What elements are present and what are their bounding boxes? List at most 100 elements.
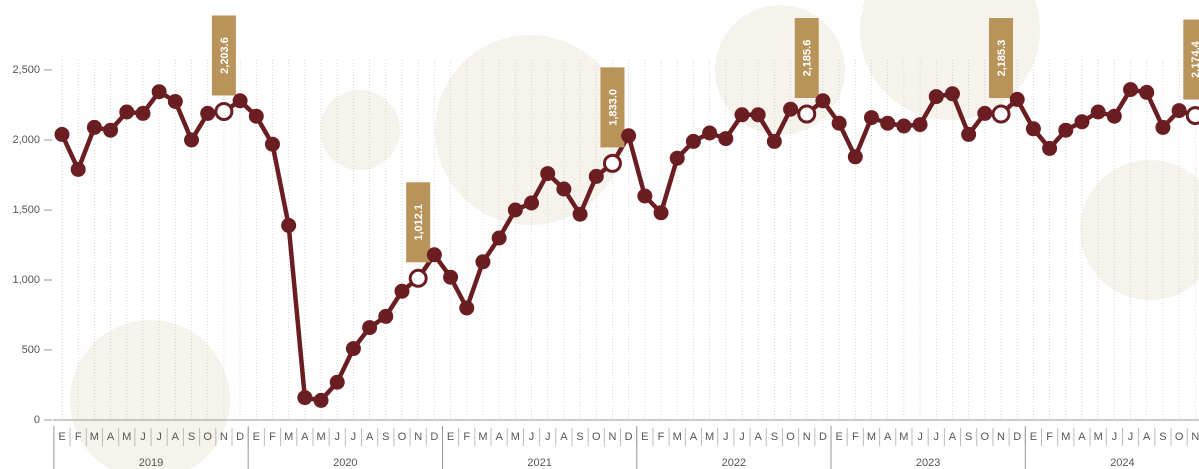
value-label-text: 2,174.4: [1190, 40, 1199, 78]
data-point: [866, 112, 878, 124]
data-point: [1157, 121, 1169, 133]
data-point: [1011, 93, 1023, 105]
x-tick-label: M: [899, 431, 908, 443]
x-tick-label: F: [1046, 431, 1053, 443]
x-tick-label: A: [172, 431, 180, 443]
x-tick-label: F: [852, 431, 859, 443]
data-point: [687, 135, 699, 147]
data-point: [121, 106, 133, 118]
x-tick-label: D: [1013, 431, 1021, 443]
data-point: [604, 155, 620, 171]
x-tick-label: S: [382, 431, 389, 443]
data-point: [56, 128, 68, 140]
year-label: 2023: [916, 457, 940, 469]
year-label: 2019: [139, 457, 163, 469]
x-tick-label: E: [835, 431, 842, 443]
data-point: [799, 106, 815, 122]
x-tick-label: N: [414, 431, 422, 443]
x-tick-label: D: [236, 431, 244, 443]
x-tick-label: S: [771, 431, 778, 443]
y-tick-label: 0: [34, 414, 40, 426]
data-point: [1108, 110, 1120, 122]
x-tick-label: A: [366, 431, 374, 443]
data-point: [250, 110, 262, 122]
x-tick-label: O: [592, 431, 601, 443]
value-label-text: 2,203.6: [219, 37, 231, 74]
data-point: [785, 103, 797, 115]
x-tick-label: A: [690, 431, 698, 443]
data-point: [299, 392, 311, 404]
data-point: [1187, 108, 1199, 124]
x-tick-label: E: [641, 431, 648, 443]
x-tick-label: M: [867, 431, 876, 443]
data-point: [1092, 106, 1104, 118]
value-label: 2,174.4: [1183, 20, 1199, 100]
x-tick-label: A: [949, 431, 957, 443]
x-tick-label: E: [1030, 431, 1037, 443]
data-point: [493, 232, 505, 244]
y-tick-label: 1,000: [12, 274, 40, 286]
x-tick-label: M: [316, 431, 325, 443]
x-tick-label: M: [511, 431, 520, 443]
data-point: [574, 208, 586, 220]
data-point: [315, 394, 327, 406]
y-tick-label: 500: [22, 344, 40, 356]
x-tick-label: F: [75, 431, 82, 443]
x-tick-label: F: [269, 431, 276, 443]
data-point: [364, 322, 376, 334]
x-tick-label: A: [107, 431, 115, 443]
value-label: 2,185.6: [795, 18, 819, 98]
data-point: [720, 133, 732, 145]
x-tick-label: M: [1061, 431, 1070, 443]
data-point: [817, 95, 829, 107]
data-point: [946, 88, 958, 100]
data-point: [768, 135, 780, 147]
data-point: [704, 127, 716, 139]
x-tick-label: A: [754, 431, 762, 443]
data-point: [1076, 116, 1088, 128]
x-tick-label: A: [495, 431, 503, 443]
data-point: [1060, 124, 1072, 136]
value-label: 1,012.1: [406, 182, 430, 262]
x-tick-label: D: [430, 431, 438, 443]
x-tick-label: M: [122, 431, 131, 443]
data-point: [882, 117, 894, 129]
data-point: [380, 310, 392, 322]
data-point: [445, 271, 457, 283]
x-tick-label: J: [334, 431, 340, 443]
x-tick-label: J: [351, 431, 357, 443]
x-tick-label: J: [723, 431, 729, 443]
x-tick-label: A: [1078, 431, 1086, 443]
x-tick-label: S: [1159, 431, 1166, 443]
data-point: [396, 285, 408, 297]
data-point: [186, 134, 198, 146]
x-tick-label: D: [819, 431, 827, 443]
data-point: [736, 109, 748, 121]
x-tick-label: J: [140, 431, 146, 443]
x-tick-label: E: [58, 431, 65, 443]
value-label-text: 2,185.3: [996, 40, 1008, 77]
data-point: [234, 95, 246, 107]
data-point: [283, 219, 295, 231]
x-tick-label: A: [884, 431, 892, 443]
data-point: [72, 163, 84, 175]
x-tick-label: S: [965, 431, 972, 443]
data-point: [542, 168, 554, 180]
data-point: [428, 249, 440, 261]
data-point: [993, 106, 1009, 122]
x-tick-label: A: [560, 431, 568, 443]
x-tick-label: J: [545, 431, 551, 443]
data-point: [963, 128, 975, 140]
value-label: 2,203.6: [212, 15, 236, 95]
data-point: [509, 204, 521, 216]
x-tick-label: M: [90, 431, 99, 443]
x-tick-label: S: [188, 431, 195, 443]
data-point: [410, 270, 426, 286]
data-point: [105, 124, 117, 136]
x-tick-label: M: [1094, 431, 1103, 443]
x-tick-label: N: [608, 431, 616, 443]
data-point: [1125, 84, 1137, 96]
data-point: [930, 91, 942, 103]
data-point: [752, 109, 764, 121]
x-tick-label: A: [1143, 431, 1151, 443]
